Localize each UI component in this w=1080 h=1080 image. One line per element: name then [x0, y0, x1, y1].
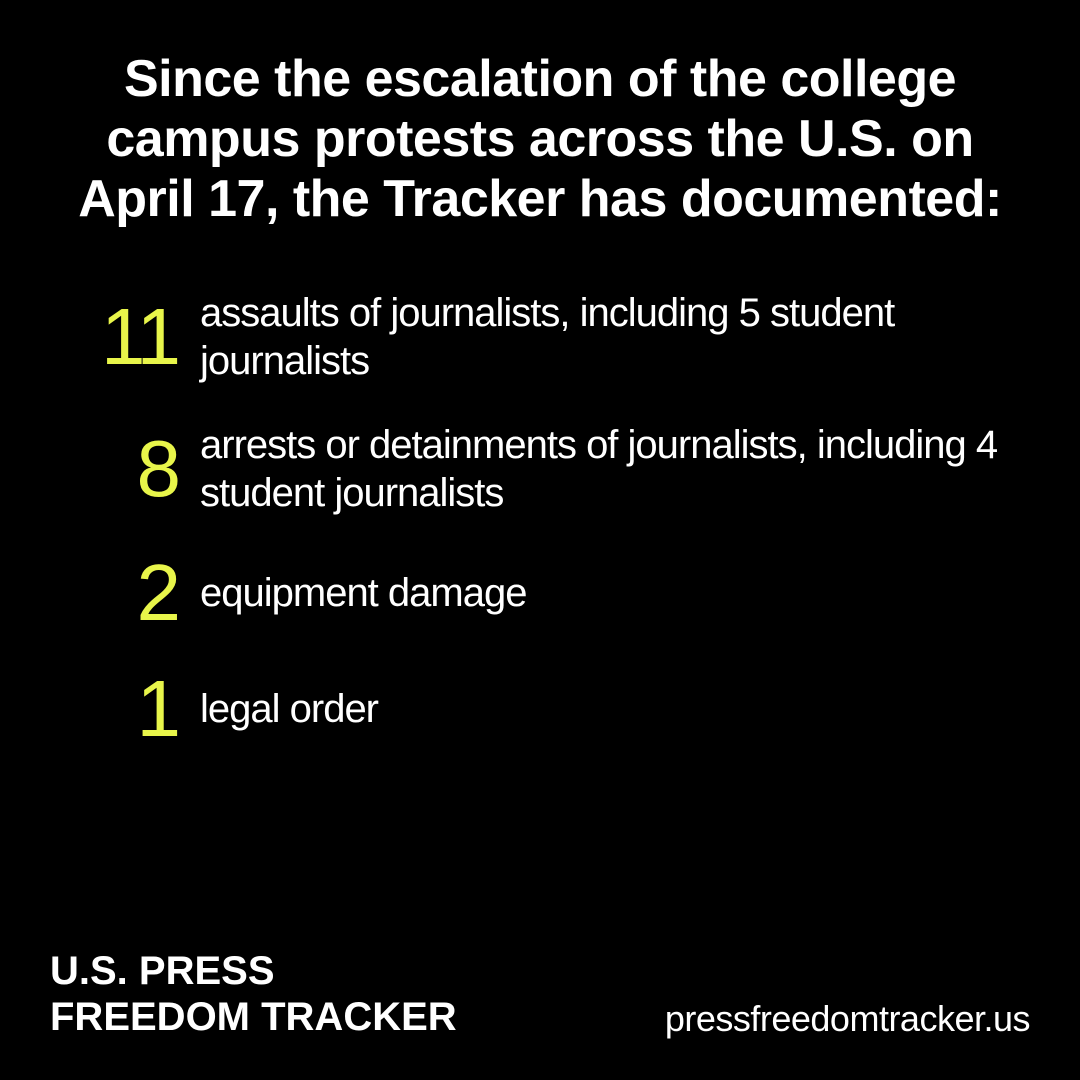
- stat-row: 2 equipment damage: [56, 553, 1030, 633]
- stat-text: legal order: [200, 685, 1030, 733]
- stat-row: 11 assaults of journalists, including 5 …: [56, 289, 1030, 385]
- stats-list: 11 assaults of journalists, including 5 …: [50, 289, 1030, 928]
- stat-text: arrests or detainments of journalists, i…: [200, 421, 1030, 517]
- headline: Since the escalation of the college camp…: [50, 50, 1030, 229]
- footer: U.S. PRESS FREEDOM TRACKER pressfreedomt…: [50, 948, 1030, 1040]
- org-line-2: FREEDOM TRACKER: [50, 994, 457, 1040]
- stat-text: equipment damage: [200, 569, 1030, 617]
- stat-number: 11: [56, 297, 178, 377]
- stat-text: assaults of journalists, including 5 stu…: [200, 289, 1030, 385]
- stat-number: 1: [56, 669, 178, 749]
- organization-name: U.S. PRESS FREEDOM TRACKER: [50, 948, 457, 1040]
- stat-row: 1 legal order: [56, 669, 1030, 749]
- stat-number: 2: [56, 553, 178, 633]
- org-line-1: U.S. PRESS: [50, 948, 457, 994]
- stat-number: 8: [56, 429, 178, 509]
- website-url: pressfreedomtracker.us: [665, 998, 1030, 1040]
- stat-row: 8 arrests or detainments of journalists,…: [56, 421, 1030, 517]
